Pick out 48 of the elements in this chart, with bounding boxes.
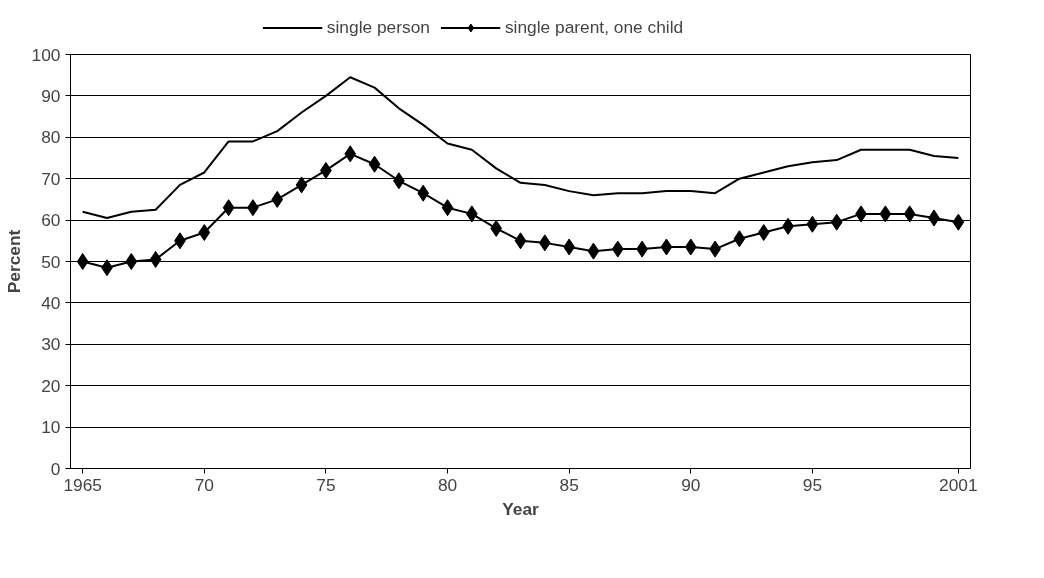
point — [295, 176, 308, 194]
y-tick-label: 50 — [41, 251, 61, 272]
point — [222, 199, 235, 217]
point — [441, 199, 454, 217]
y-tick-label: 60 — [41, 210, 61, 231]
point — [952, 213, 965, 231]
point — [587, 242, 600, 260]
x-tick-label: 70 — [194, 474, 214, 495]
point — [514, 232, 527, 250]
point — [344, 145, 357, 163]
y-tick-label: 20 — [41, 375, 61, 396]
point — [830, 213, 843, 231]
point — [684, 238, 697, 256]
point — [417, 184, 430, 202]
point — [149, 250, 162, 268]
point — [733, 230, 746, 248]
x-tick-label: 95 — [802, 474, 823, 495]
x-tick-label: 2001 — [939, 474, 978, 495]
point — [660, 238, 673, 256]
x-axis-title: Year — [502, 498, 540, 519]
x-tick-label: 75 — [316, 474, 336, 495]
point — [879, 205, 892, 223]
x-tick-label: 1965 — [63, 474, 102, 495]
y-tick-label: 30 — [41, 334, 61, 355]
legend-label: single parent, one child — [504, 16, 684, 38]
point — [76, 253, 89, 270]
point — [757, 224, 770, 242]
point — [806, 215, 819, 233]
point — [368, 155, 381, 173]
point — [611, 240, 624, 258]
legend-label: single person — [326, 16, 430, 38]
x-tick-label: 90 — [681, 474, 701, 495]
x-tick-label: 80 — [437, 474, 458, 495]
point — [125, 253, 138, 270]
y-tick-label: 10 — [41, 417, 61, 438]
y-tick-label: 70 — [41, 168, 61, 189]
point — [490, 219, 503, 237]
y-axis-title: Percent — [3, 229, 24, 294]
y-tick-label: 0 — [50, 458, 61, 479]
y-tick-label: 40 — [41, 292, 61, 313]
y-tick-label: 90 — [41, 85, 61, 106]
x-tick-label: 85 — [559, 474, 579, 495]
y-tick-label: 100 — [31, 44, 61, 65]
point — [538, 234, 551, 252]
point — [903, 205, 916, 223]
y-tick-label: 80 — [41, 127, 61, 148]
point — [271, 190, 284, 208]
point — [198, 224, 211, 242]
